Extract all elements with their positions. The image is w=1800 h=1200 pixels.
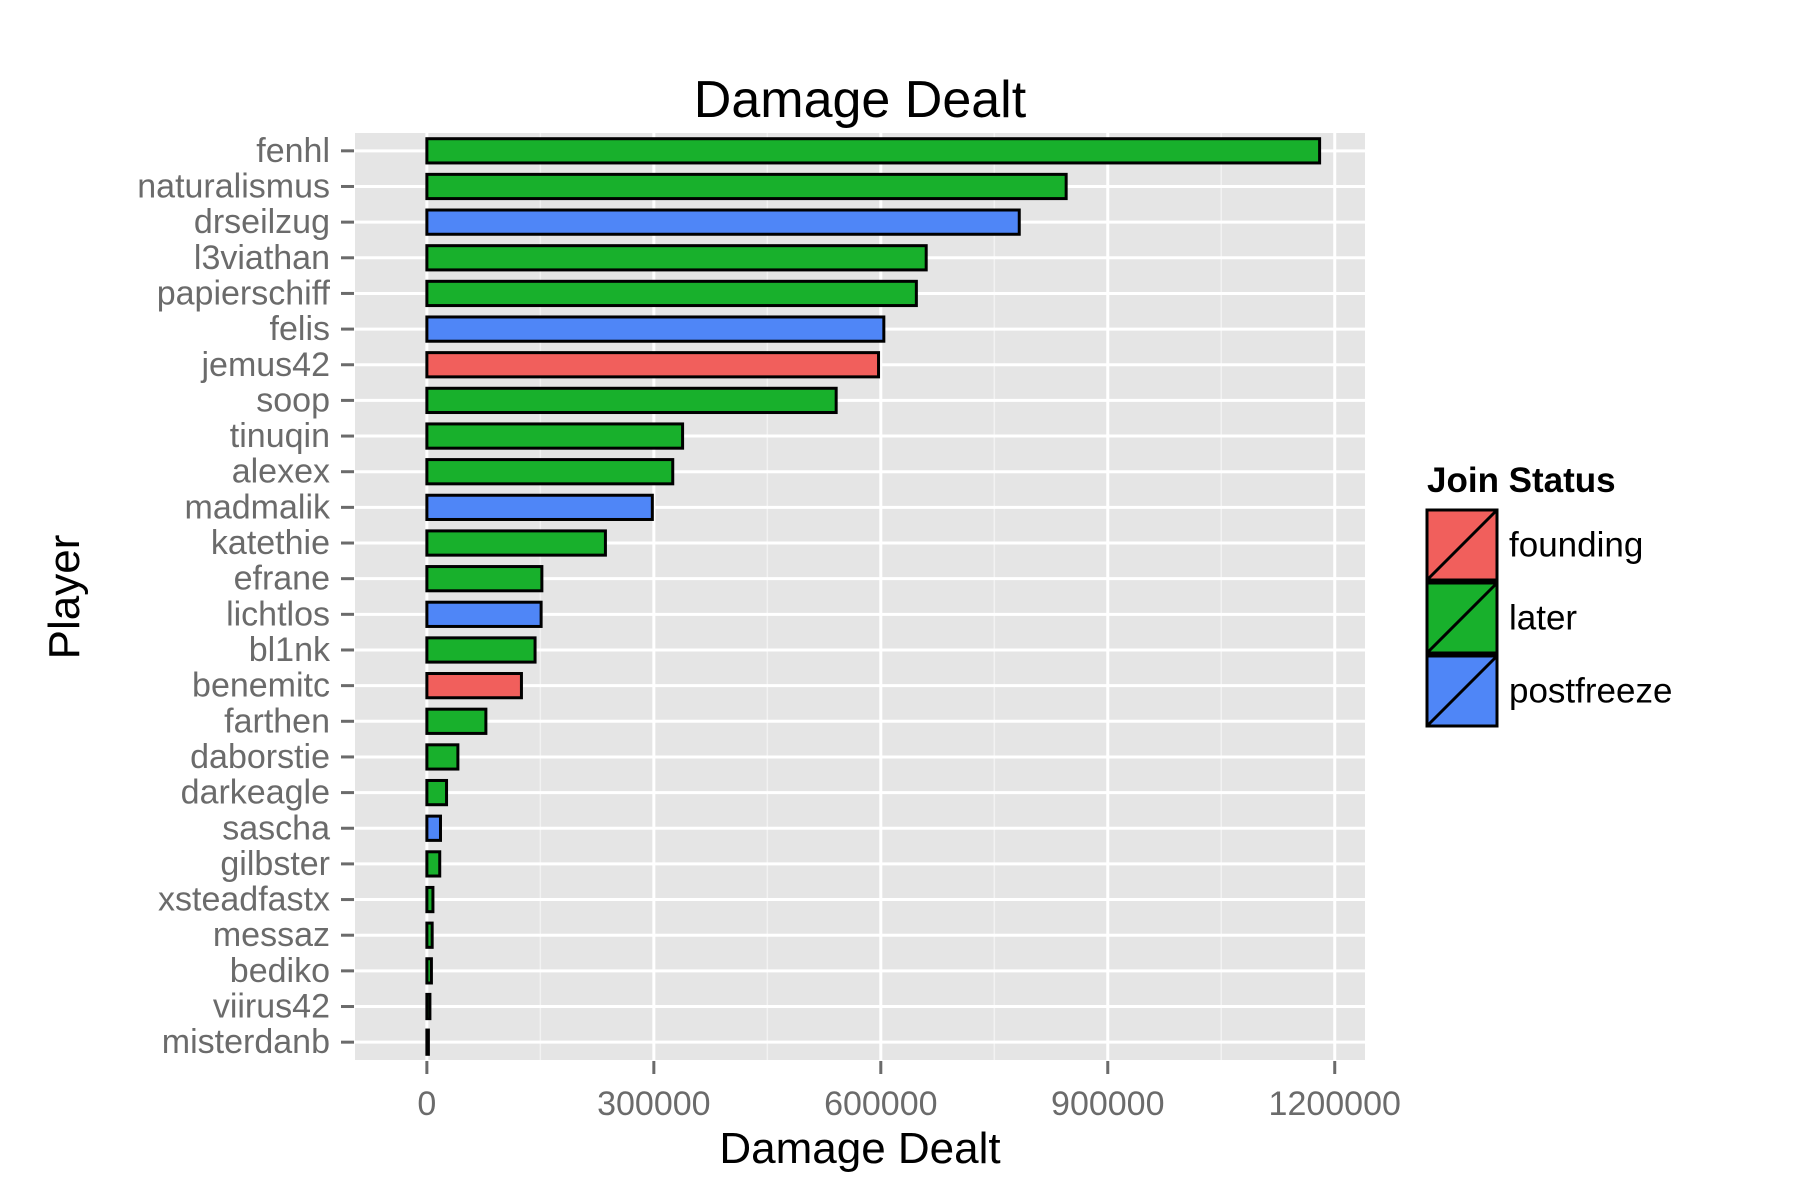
- legend-key-slash: [1425, 508, 1499, 582]
- bar-madmalik: [425, 493, 654, 521]
- y-tick-label: alexex: [232, 453, 330, 491]
- bar-fenhl: [425, 137, 1322, 165]
- y-tick-label: katethie: [211, 524, 330, 562]
- bar-soop: [425, 386, 838, 415]
- y-tick-label: bl1nk: [249, 631, 331, 669]
- y-tick-label: gilbster: [220, 845, 330, 883]
- y-tick-label: fenhl: [256, 132, 330, 170]
- y-tick-label: jemus42: [200, 346, 330, 384]
- y-axis: fenhlnaturalismusdrseilzugl3viathanpapie…: [137, 132, 354, 1061]
- y-tick-label: misterdanb: [162, 1023, 330, 1061]
- bar-felis: [425, 315, 886, 343]
- bar-katethie: [425, 529, 607, 557]
- y-tick-label: soop: [256, 381, 330, 419]
- bar-bl1nk: [425, 636, 537, 664]
- legend-label-postfreeze: postfreeze: [1509, 672, 1672, 711]
- legend-title: Join Status: [1427, 461, 1616, 500]
- x-tick-label: 0: [417, 1085, 436, 1123]
- y-tick-label: madmalik: [185, 488, 331, 526]
- bar-bediko: [425, 957, 433, 985]
- y-tick-label: drseilzug: [194, 203, 330, 241]
- x-tick-label: 600000: [824, 1085, 937, 1123]
- bar-naturalismus: [425, 172, 1068, 201]
- y-tick-label: l3viathan: [194, 239, 330, 277]
- y-axis-title: Player: [40, 535, 89, 660]
- bar-jemus42: [425, 351, 881, 379]
- bar-viirus42: [425, 992, 432, 1021]
- bar-messaz: [425, 921, 434, 949]
- y-tick-label: benemitc: [192, 667, 330, 705]
- chart-title: Damage Dealt: [694, 71, 1027, 129]
- bar-xsteadfastx: [425, 885, 435, 914]
- bar-daborstie: [425, 743, 460, 771]
- bar-papierschiff: [425, 279, 918, 308]
- legend-key-slash: [1425, 654, 1499, 728]
- y-tick-label: darkeagle: [181, 774, 330, 812]
- y-tick-label: papierschiff: [157, 274, 331, 312]
- y-tick-label: lichtlos: [226, 595, 330, 633]
- y-tick-label: efrane: [234, 560, 330, 598]
- y-tick-label: xsteadfastx: [158, 881, 330, 919]
- y-tick-label: daborstie: [190, 738, 330, 776]
- bar-drseilzug: [425, 208, 1021, 236]
- legend-label-founding: founding: [1509, 526, 1643, 565]
- x-axis-title: Damage Dealt: [719, 1124, 1000, 1173]
- bar-alexex: [425, 458, 675, 486]
- y-tick-label: felis: [270, 310, 330, 348]
- y-tick-label: viirus42: [213, 988, 330, 1026]
- bar-efrane: [425, 565, 544, 593]
- bar-gilbster: [425, 850, 442, 878]
- y-tick-label: messaz: [213, 916, 330, 954]
- y-tick-label: tinuqin: [230, 417, 330, 455]
- bar-farthen: [425, 707, 488, 735]
- y-tick-label: farthen: [224, 702, 330, 740]
- legend: Join Status founding later postfreeze: [1425, 461, 1672, 728]
- bar-benemitc: [425, 672, 523, 700]
- bar-misterdanb: [425, 1028, 430, 1056]
- x-tick-label: 300000: [597, 1085, 710, 1123]
- x-axis: 0 300000 600000 900000 1200000: [417, 1061, 1401, 1123]
- legend-key-slash: [1425, 581, 1499, 655]
- bar-sascha: [425, 814, 442, 842]
- bar-darkeagle: [425, 778, 449, 807]
- y-tick-label: sascha: [222, 809, 330, 847]
- y-tick-label: naturalismus: [137, 167, 330, 205]
- bars: [425, 137, 1322, 1056]
- legend-keys: founding later postfreeze: [1425, 508, 1672, 728]
- x-tick-label: 1200000: [1269, 1085, 1401, 1123]
- bar-tinuqin: [425, 422, 685, 450]
- legend-label-later: later: [1509, 599, 1577, 638]
- bar-l3viathan: [425, 244, 928, 272]
- x-tick-label: 900000: [1051, 1085, 1164, 1123]
- y-tick-label: bediko: [230, 952, 330, 990]
- bar-lichtlos: [425, 600, 543, 628]
- plot-panel: [355, 133, 1365, 1060]
